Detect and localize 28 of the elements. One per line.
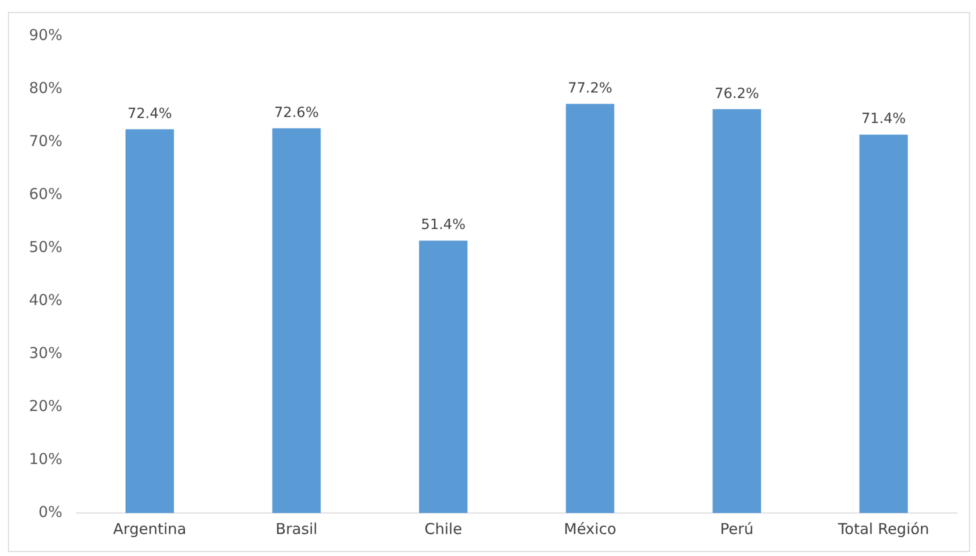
x-tick-label: Brasil [276,520,318,538]
y-tick-label: 0% [38,502,62,521]
data-label: 72.6% [274,104,319,121]
x-tick-label: Chile [424,520,462,538]
data-label: 76.2% [714,86,760,102]
y-tick-label: 10% [28,450,62,468]
bar [712,109,762,513]
y-tick-label: 50% [28,238,62,256]
bar [419,240,468,513]
bar [859,134,908,513]
y-tick-label: 90% [28,26,62,44]
bar [566,104,614,513]
x-tick-label: Total Región [837,520,930,538]
x-tick-label: Argentina [113,520,186,538]
bar [272,128,321,513]
y-tick-label: 60% [28,184,62,203]
data-label: 51.4% [421,217,466,234]
x-tick-label: México [564,520,616,538]
y-tick-label: 70% [28,132,62,150]
data-label: 72.4% [127,106,172,122]
data-label: 71.4% [861,111,906,128]
x-tick-label: Perú [720,520,754,538]
data-label: 77.2% [568,80,612,96]
y-tick-label: 40% [28,290,62,309]
bar [126,129,174,513]
y-tick-label: 20% [28,396,62,415]
y-tick-label: 80% [28,78,62,97]
y-tick-label: 30% [28,344,62,362]
